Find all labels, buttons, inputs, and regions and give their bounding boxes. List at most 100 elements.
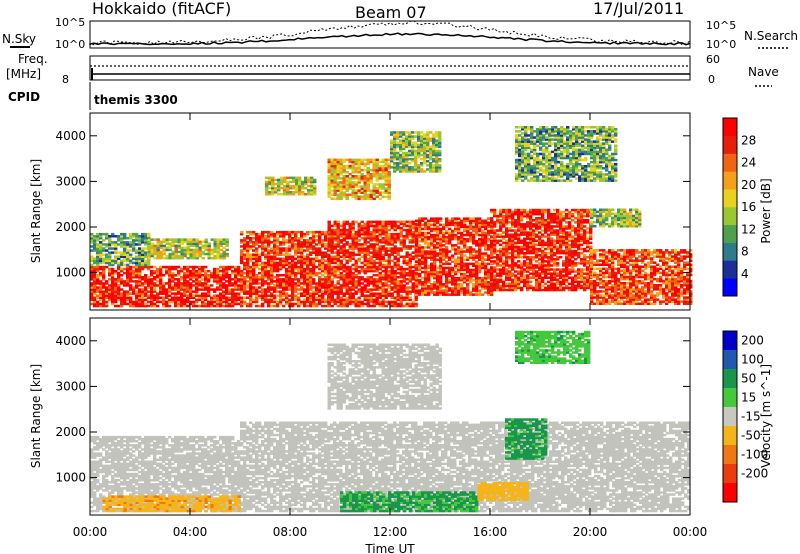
data-cell [150, 294, 154, 297]
data-cell [577, 268, 581, 271]
data-cell [90, 271, 94, 275]
data-cell [93, 243, 97, 246]
data-cell [147, 261, 151, 265]
data-cell [360, 243, 364, 246]
data-cell [583, 229, 587, 232]
data-cell [303, 298, 307, 302]
data-cell [207, 300, 211, 304]
data-cell [586, 256, 590, 259]
data-cell [583, 219, 587, 222]
data-cell [442, 266, 446, 270]
data-cell [469, 217, 473, 220]
data-cell [177, 304, 181, 308]
data-cell [105, 243, 109, 246]
data-cell [387, 232, 391, 236]
data-cell [147, 282, 151, 285]
data-cell [556, 278, 560, 281]
data-cell [99, 288, 103, 291]
data-cell [126, 294, 130, 297]
data-cell [312, 245, 316, 248]
data-cell [192, 267, 196, 271]
data-cell [147, 265, 151, 269]
data-cell [439, 217, 443, 220]
data-cell [538, 262, 542, 265]
data-cell [574, 249, 578, 253]
data-cell [120, 304, 124, 308]
data-cell [96, 294, 100, 297]
data-cell [198, 274, 202, 277]
data-cell [282, 253, 286, 256]
data-cell [219, 252, 223, 256]
data-cell [135, 286, 139, 289]
data-cell [493, 221, 497, 224]
data-cell [141, 302, 145, 306]
data-cell [99, 284, 103, 287]
freq-tick: 8 [62, 73, 69, 86]
data-cell [120, 267, 124, 271]
data-cell [192, 274, 196, 277]
data-cell [135, 267, 139, 271]
data-cell [378, 286, 382, 289]
data-cell [264, 288, 268, 291]
data-cell [481, 219, 485, 222]
data-cell [138, 253, 142, 256]
data-cell [508, 233, 512, 236]
data-cell [424, 221, 428, 224]
data-cell [204, 288, 208, 291]
data-cell [138, 235, 142, 238]
data-cell [177, 282, 181, 285]
data-cell [318, 247, 322, 250]
data-cell [126, 259, 130, 263]
data-cell [297, 296, 301, 299]
data-cell [177, 250, 181, 254]
data-cell [123, 249, 127, 252]
data-cell [141, 257, 145, 261]
data-cell [96, 276, 100, 279]
data-cell [309, 257, 313, 261]
data-cell [93, 241, 97, 244]
data-cell [189, 302, 193, 306]
data-cell [132, 261, 136, 265]
data-cell [390, 220, 394, 224]
data-cell [180, 284, 184, 287]
data-cell [544, 264, 548, 267]
data-cell [499, 268, 503, 271]
data-cell [186, 267, 190, 271]
data-cell [120, 300, 124, 304]
data-cell [436, 258, 440, 261]
data-cell [219, 286, 223, 289]
data-cell [321, 274, 325, 277]
data-cell [201, 298, 205, 302]
beam-title: Beam 07 [355, 3, 427, 22]
data-cell [369, 304, 373, 308]
data-cell [195, 265, 199, 269]
data-cell [168, 278, 172, 281]
data-cell [138, 259, 142, 263]
data-cell [120, 274, 124, 277]
data-cell [147, 232, 151, 236]
data-cell [514, 274, 518, 277]
data-cell [381, 253, 385, 256]
data-cell [213, 254, 217, 258]
data-cell [120, 251, 124, 254]
data-cell [111, 271, 115, 275]
data-cell [240, 245, 244, 248]
data-cell [237, 265, 241, 269]
data-cell [472, 233, 476, 237]
data-cell [565, 284, 569, 288]
data-cell [144, 286, 148, 289]
data-cell [466, 256, 470, 259]
data-cell [144, 241, 148, 244]
data-cell [99, 296, 103, 299]
data-cell [433, 291, 437, 294]
data-cell [219, 274, 223, 277]
data-cell [586, 266, 590, 269]
data-cell [345, 241, 349, 244]
data-cell [396, 232, 400, 236]
data-cell [529, 276, 533, 279]
data-cell [333, 251, 337, 254]
data-cell [120, 294, 124, 297]
data-cell [418, 217, 422, 220]
data-cell [141, 296, 145, 299]
data-cell [315, 247, 319, 250]
